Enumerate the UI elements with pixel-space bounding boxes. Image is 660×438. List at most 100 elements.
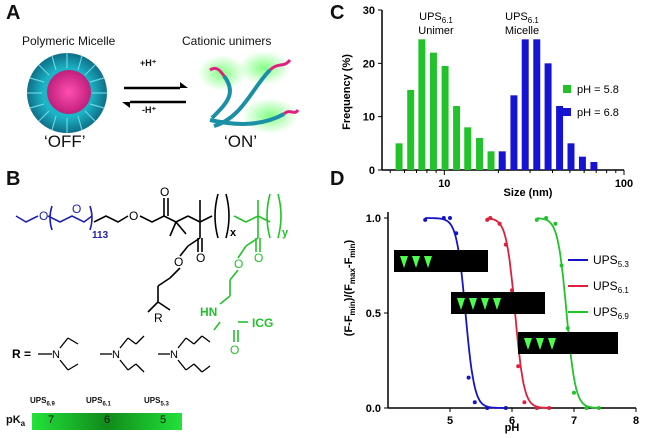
histogram-bar: [487, 151, 495, 170]
titration-point: [559, 263, 564, 268]
titration-point: [510, 288, 514, 293]
unimer-label: Cationic unimers: [182, 34, 272, 48]
variant-label-1: UPS6.9: [30, 396, 55, 408]
titration-point: [534, 217, 539, 222]
micelle-core: [47, 70, 91, 114]
histogram-bar: [533, 39, 541, 171]
titration-point: [584, 406, 589, 410]
histogram-bar: [407, 90, 415, 170]
histogram-bar: [453, 106, 461, 170]
titration-point: [472, 400, 477, 405]
legend-swatch-ph68: [563, 108, 571, 116]
x-subscript: x: [230, 227, 237, 239]
chart-c-xtick-label: 10: [438, 178, 450, 190]
ester-oxygen-2: O: [174, 255, 183, 269]
unimer-illustration: [198, 51, 300, 134]
off-label: ‘OFF’: [44, 132, 86, 151]
legend-label-ups69: UPS6.9: [593, 305, 629, 321]
fluorescence-strip-3: [518, 332, 618, 354]
chart-d-ylabel: (F-Fmin)/(Fmax-Fmin): [343, 239, 357, 336]
amine-n-1: N: [52, 349, 60, 361]
histogram-bar: [578, 156, 586, 170]
amine-n-2: N: [112, 349, 120, 361]
titration-point: [485, 406, 490, 410]
titration-point: [544, 216, 549, 220]
panel-letter-c: C: [330, 2, 345, 24]
histogram-bar: [464, 127, 472, 170]
panel-letter-b: B: [6, 168, 21, 190]
histogram-bar: [510, 95, 518, 170]
peg-repeat: 113: [92, 230, 109, 241]
amine-n-3: N: [170, 349, 178, 361]
titration-point: [547, 406, 552, 410]
icg-ester-oxygen-1: O: [254, 251, 263, 265]
chart-d-ytick-label: 1.0: [366, 213, 381, 225]
legend-label-ph68: pH = 6.8: [577, 107, 619, 119]
chart-d-xtick-label: 7: [571, 415, 577, 427]
size-histogram: 0 10 20 30 10 100 Frequency (%) Size (nm) UPS…: [341, 5, 633, 199]
legend-label-ups61: UPS6.1: [593, 279, 629, 295]
histogram-bar: [395, 143, 403, 170]
titration-point: [454, 231, 459, 236]
y-subscript: y: [282, 227, 289, 239]
hn-label: HN: [200, 305, 217, 319]
chart-c-ytick-label: 20: [363, 58, 375, 70]
chart-c-xtick-label: 100: [615, 178, 633, 190]
legend-label-ups53: UPS5.3: [593, 253, 629, 269]
peg-oxygen-2: O: [72, 202, 81, 216]
panel-letter-d: D: [330, 168, 345, 190]
chart-d-ytick-label: 0.5: [366, 308, 381, 320]
fluorescence-strip-1: [394, 250, 488, 272]
histogram-bar: [521, 39, 529, 171]
chart-c-ytick-label: 30: [363, 5, 375, 17]
on-label: ‘ON’: [224, 132, 258, 151]
titration-point: [466, 375, 471, 380]
histogram-bar: [556, 106, 564, 170]
pka-value-1: 7: [48, 414, 55, 426]
chart-d-xtick-label: 8: [633, 415, 639, 427]
histogram-bar: [418, 39, 426, 171]
titration-point: [441, 216, 446, 220]
annotation-micelle-line2: Micelle: [505, 25, 539, 37]
chart-d-xtick-label: 5: [447, 415, 453, 427]
micelle-label: Polymeric Micelle: [22, 34, 116, 48]
pka-label: pKa: [6, 414, 26, 429]
ester-oxygen-1: O: [196, 251, 205, 265]
annotation-unimer: UPS6.1: [419, 11, 453, 25]
polymer-structure: O O 113 O O O O x R: [12, 185, 289, 373]
histogram-bar: [498, 151, 506, 170]
icg-label: ICG: [252, 316, 273, 330]
titration-point: [503, 406, 508, 410]
reverse-label: -H⁺: [142, 105, 157, 115]
forward-label: +H⁺: [140, 58, 157, 68]
variant-label-2: UPS6.1: [86, 396, 111, 408]
chart-c-ylabel: Frequency (%): [341, 54, 353, 130]
titration-point: [497, 221, 502, 226]
titration-point: [522, 400, 527, 405]
pka-value-3: 5: [160, 414, 167, 426]
titration-point: [516, 364, 521, 369]
chart-d-ytick-label: 0.0: [366, 403, 381, 415]
titration-point: [596, 406, 601, 410]
titration-point: [488, 216, 493, 220]
pka-value-2: 6: [104, 414, 111, 426]
amide-oxygen: O: [230, 343, 239, 357]
r-group: R: [154, 311, 163, 325]
fluorescence-strip-2: [451, 292, 545, 314]
titration-curve: [536, 217, 599, 409]
legend-label-ph58: pH = 5.8: [577, 84, 619, 96]
icg-ester-oxygen-2: O: [234, 257, 243, 271]
titration-point: [503, 242, 508, 247]
histogram-bar: [441, 66, 449, 170]
carbonyl-oxygen: O: [160, 185, 169, 199]
histogram-bar: [429, 52, 437, 170]
micelle-illustration: [27, 53, 107, 133]
legend-swatch-ph58: [563, 85, 571, 93]
equilibrium-arrows: [122, 82, 188, 108]
chart-d-xlabel: pH: [505, 422, 520, 434]
titration-point: [565, 326, 570, 331]
pka-gradient-bar: 7 6 5: [32, 413, 182, 430]
titration-point: [448, 216, 452, 220]
histogram-bar: [476, 138, 483, 170]
chart-c-ytick-label: 10: [363, 112, 375, 124]
